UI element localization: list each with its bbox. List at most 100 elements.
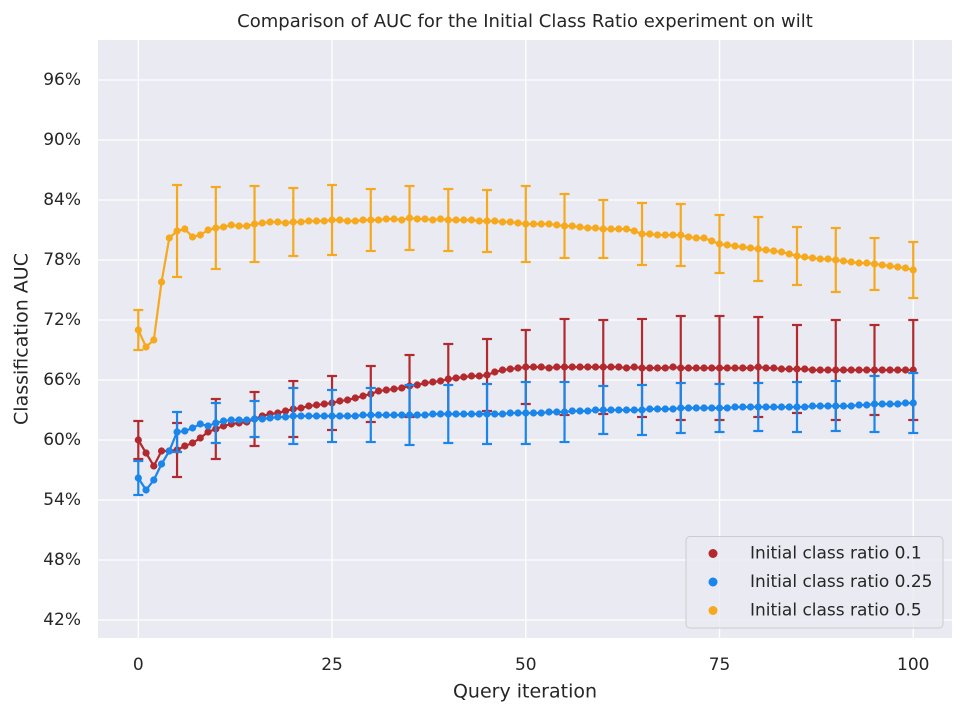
data-point	[359, 411, 367, 419]
data-point	[855, 259, 863, 267]
data-point	[692, 404, 700, 412]
y-tick-label: 42%	[43, 610, 81, 630]
legend: Initial class ratio 0.1 Initial class rat…	[685, 536, 944, 629]
y-tick-label: 96%	[43, 70, 81, 90]
data-point	[219, 223, 228, 231]
data-point	[475, 372, 483, 380]
data-point	[832, 402, 840, 410]
data-point	[568, 363, 576, 371]
data-point	[390, 215, 398, 223]
data-point	[467, 216, 476, 224]
data-point	[584, 224, 592, 232]
data-point	[847, 366, 855, 374]
data-point	[312, 412, 321, 420]
data-point	[568, 222, 576, 230]
data-point	[816, 255, 824, 263]
data-point	[731, 364, 739, 372]
data-point	[390, 411, 398, 419]
data-point	[529, 363, 538, 371]
data-point	[894, 366, 902, 374]
labels: 42% 48% 54% 60% 66% 72% 78% 84% 90% 96% 0 25 50 75 100	[43, 70, 929, 675]
data-point	[715, 240, 724, 248]
data-point	[514, 409, 522, 417]
data-point	[801, 365, 809, 373]
data-point	[746, 403, 755, 411]
data-point	[188, 439, 197, 447]
data-point	[398, 411, 406, 419]
data-point	[684, 404, 693, 412]
data-point	[839, 257, 848, 265]
data-point	[901, 399, 910, 407]
legend-label: Initial class ratio 0.1	[750, 544, 922, 564]
data-point	[560, 222, 569, 230]
data-point	[770, 364, 778, 372]
data-point	[522, 363, 530, 371]
data-point	[243, 416, 251, 424]
data-point	[669, 231, 677, 239]
data-point	[739, 243, 747, 251]
data-point	[677, 404, 685, 412]
data-point	[266, 414, 274, 422]
data-point	[336, 216, 344, 224]
data-point	[801, 403, 809, 411]
data-point	[553, 363, 561, 371]
data-point	[181, 427, 189, 435]
data-point	[274, 218, 282, 226]
x-tick-label: 100	[897, 655, 929, 675]
data-point	[615, 406, 623, 414]
data-point	[909, 366, 917, 374]
data-point	[839, 402, 848, 410]
data-point	[157, 447, 166, 455]
data-point	[289, 218, 297, 226]
data-point	[460, 410, 468, 418]
data-point	[808, 254, 817, 262]
data-point	[281, 413, 290, 421]
data-point	[212, 224, 220, 232]
data-point	[421, 215, 429, 223]
data-point	[165, 447, 173, 455]
data-point	[878, 261, 886, 269]
data-point	[398, 384, 406, 392]
data-point	[886, 262, 894, 270]
y-tick-label: 66%	[43, 370, 81, 390]
data-point	[390, 385, 398, 393]
data-point	[545, 408, 553, 416]
data-point	[832, 366, 840, 374]
data-point	[793, 403, 801, 411]
data-point	[901, 264, 910, 272]
data-point	[165, 234, 173, 242]
data-point	[188, 424, 197, 432]
data-point	[343, 412, 352, 420]
data-point	[622, 406, 631, 414]
y-tick-label: 78%	[43, 250, 81, 270]
data-point	[669, 405, 677, 413]
data-point	[801, 253, 809, 261]
data-point	[646, 405, 654, 413]
data-point	[320, 217, 328, 225]
data-point	[909, 399, 917, 407]
data-point	[576, 407, 584, 415]
data-point	[723, 364, 731, 372]
data-point	[514, 219, 522, 227]
data-point	[615, 363, 623, 371]
legend-marker	[708, 606, 718, 615]
data-point	[281, 407, 290, 415]
data-point	[630, 363, 638, 371]
legend-marker	[708, 549, 718, 558]
data-point	[793, 365, 801, 373]
data-point	[816, 366, 824, 374]
data-point	[436, 215, 445, 223]
data-point	[677, 231, 685, 239]
data-point	[777, 365, 786, 373]
data-point	[188, 233, 197, 241]
data-point	[839, 366, 848, 374]
data-point	[560, 408, 569, 416]
data-point	[374, 411, 383, 419]
x-tick-label: 50	[515, 655, 537, 675]
data-point	[553, 221, 561, 229]
data-point	[584, 407, 592, 415]
data-point	[305, 217, 313, 225]
data-point	[591, 363, 600, 371]
data-point	[894, 263, 902, 271]
data-point	[529, 409, 538, 417]
